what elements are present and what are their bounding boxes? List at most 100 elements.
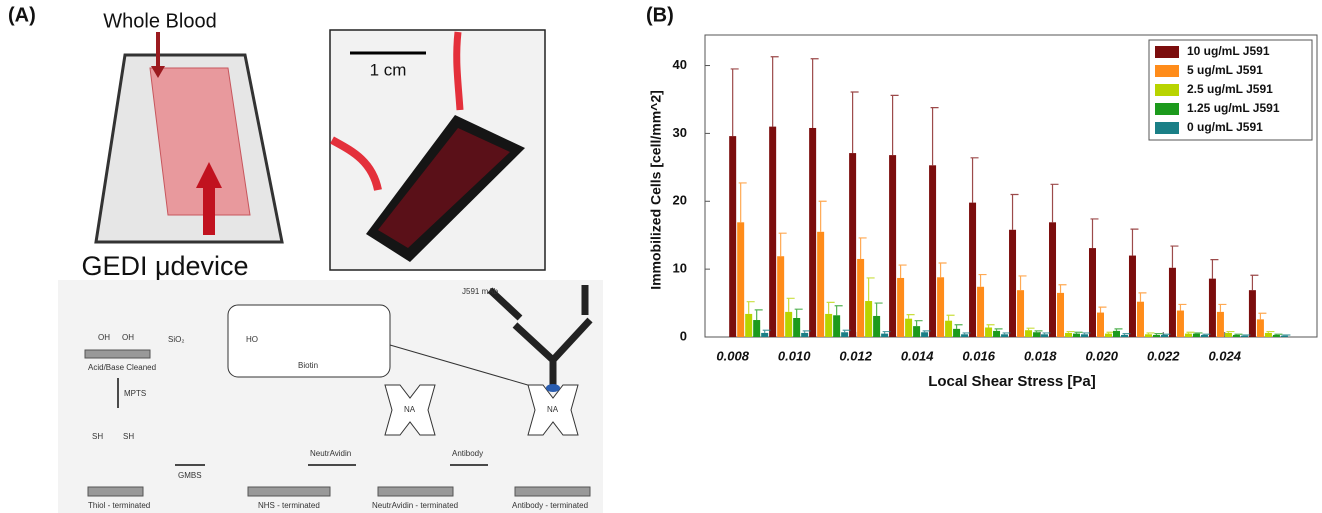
error-bar [1210,260,1218,279]
schematic-label: SH [123,432,134,441]
error-bar [827,302,835,314]
figure: (A) Whole Blood GEDI μdevice 1 cm OH OH … [0,0,1322,513]
error-bar [1274,334,1282,335]
schematic-label: GMBS [178,471,202,480]
bar [1113,331,1120,337]
legend-label: 2.5 ug/mL J591 [1187,82,1273,96]
bar [889,155,896,337]
bar [953,329,960,337]
bar [817,232,824,337]
schematic-label: NeutrAvidin [310,449,351,458]
error-bar [1162,334,1170,335]
x-tick-label: 0.008 [716,348,749,363]
error-bar [1234,334,1242,335]
error-bar [1250,275,1258,290]
bar [841,332,848,337]
legend-swatch [1155,122,1179,134]
error-bar [771,57,779,127]
bar [1001,334,1008,337]
bar [921,332,928,337]
bar [1169,268,1176,337]
legend-label: 0 ug/mL J591 [1187,120,1263,134]
bar [1033,332,1040,337]
schematic-label: SiO₂ [168,335,184,344]
error-bar [955,325,963,329]
legend-swatch [1155,103,1179,115]
bar [753,320,760,337]
bar [865,301,872,337]
error-bar [1138,293,1146,302]
error-bar [931,108,939,166]
panel-label: (B) [646,4,674,26]
schematic-label: Antibody - terminated [512,501,588,510]
error-bar [1090,219,1098,248]
schematic-label: OH [98,333,110,342]
surface [248,487,330,496]
bar [905,319,912,337]
bar [1177,311,1184,337]
error-bar [755,310,763,320]
panel-label: (A) [8,4,36,26]
y-tick-label: 30 [673,125,687,140]
schematic-label: NA [547,405,559,414]
bar [809,128,816,337]
bar [1265,333,1272,337]
error-bar [1186,332,1194,333]
legend-swatch [1155,65,1179,77]
error-bar [851,92,859,153]
x-axis-label: Local Shear Stress [Pa] [928,373,1096,390]
bar [737,222,744,337]
error-bar [1226,332,1234,333]
error-bar [811,59,819,128]
bar [1137,302,1144,337]
error-bar [947,315,955,320]
bar [1081,334,1088,337]
error-bar [1011,194,1019,229]
bar [849,153,856,337]
error-bar [1266,332,1274,333]
x-tick-label: 0.020 [1085,348,1118,363]
bar [1241,336,1248,337]
bar [1145,334,1152,337]
schematic-label: J591 mAb [462,287,499,296]
inlet-label: Whole Blood [103,10,216,32]
bar [1225,333,1232,337]
error-bar [1035,331,1043,332]
bar [881,334,888,337]
bar [1233,335,1240,337]
error-bar [1075,332,1083,333]
biotin-site [546,384,560,392]
bar [777,256,784,337]
bar [729,136,736,337]
bar [1009,230,1016,337]
error-bar [891,95,899,155]
error-bar [859,238,867,259]
error-bar [979,275,987,287]
bar [1017,290,1024,337]
error-bar [1146,333,1154,334]
error-bar [795,309,803,318]
tube [457,32,460,110]
schematic-label: NA [404,405,416,414]
error-bar [731,69,739,136]
bar [993,331,1000,337]
error-bar [1258,313,1266,319]
error-bar [747,302,755,314]
x-tick-label: 0.016 [962,348,995,363]
bar [745,314,752,337]
y-axis-label: Immobilized Cells [cell/mm^2] [648,90,664,290]
scale-label: 1 cm [370,60,407,79]
error-bar [739,183,747,222]
legend-swatch [1155,46,1179,58]
bar [793,318,800,337]
error-bar [1170,246,1178,268]
page: (A) Whole Blood GEDI μdevice 1 cm OH OH … [0,0,1322,513]
x-tick-label: 0.018 [1024,348,1057,363]
schematic-label: Acid/Base Cleaned [88,363,156,372]
bar [1257,319,1264,337]
bar [897,278,904,337]
error-bar [939,263,947,277]
legend-swatch [1155,84,1179,96]
error-bar [1051,184,1059,222]
bar [1161,335,1168,337]
